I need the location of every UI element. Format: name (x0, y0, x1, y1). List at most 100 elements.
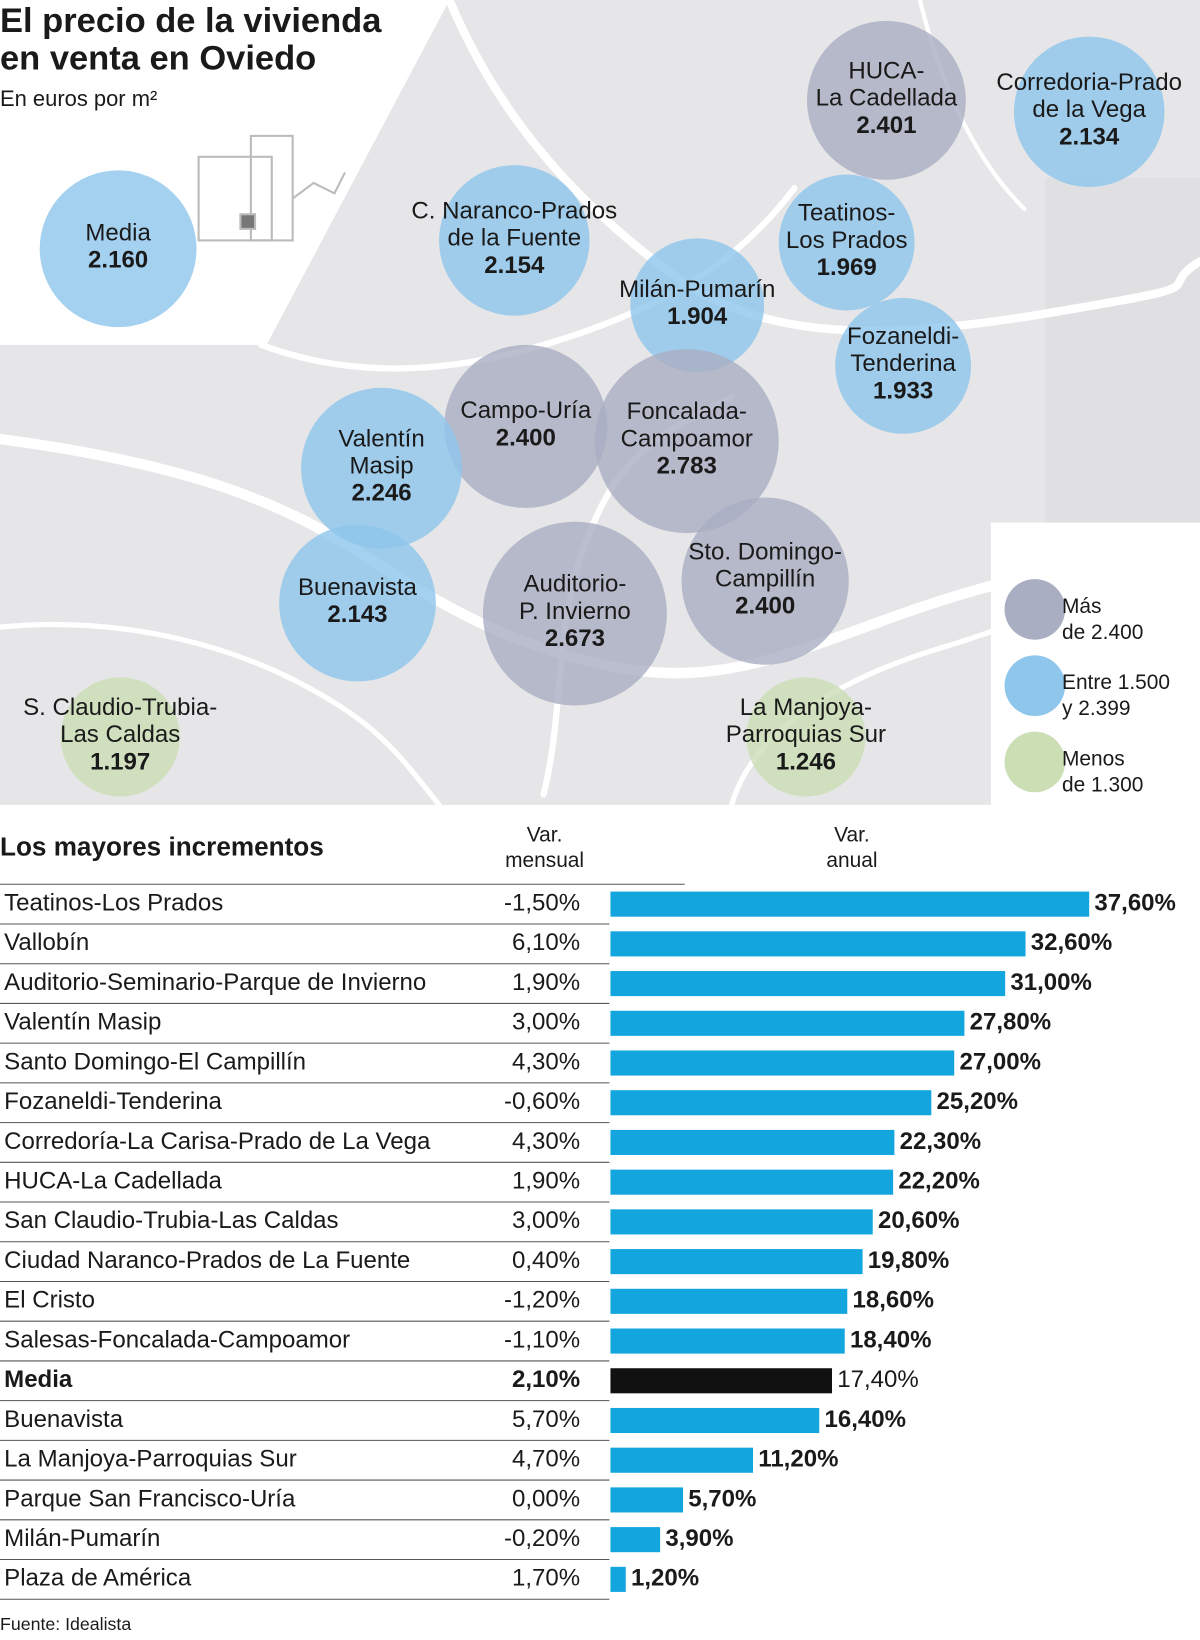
bubble-label: Buenavista (298, 574, 418, 601)
monthly-value: 0,40% (512, 1247, 580, 1274)
bar-value-label: 5,70% (688, 1485, 756, 1512)
bubble-value: 2.673 (545, 625, 605, 652)
bar (610, 1010, 965, 1036)
monthly-value: 5,70% (512, 1406, 580, 1433)
monthly-value: 1,90% (512, 969, 580, 996)
bubble (279, 524, 436, 682)
row-label: Media (4, 1366, 73, 1393)
row-label: HUCA-La Cadellada (4, 1168, 222, 1195)
bar (610, 1368, 833, 1394)
legend-label: de 1.300 (1062, 774, 1143, 797)
bubble-label: Valentín (338, 425, 424, 452)
bubble-label: Teatinos- (798, 200, 896, 227)
bar (610, 1209, 873, 1235)
bubble-label: Auditorio- (523, 571, 626, 598)
legend-label: y 2.399 (1062, 697, 1131, 720)
row-label: Salesas-Foncalada-Campoamor (4, 1326, 350, 1353)
bar (610, 1328, 845, 1354)
bar-value-label: 18,40% (850, 1326, 932, 1353)
bar-value-label: 3,90% (665, 1525, 733, 1552)
bar (610, 1288, 848, 1314)
bar (610, 1129, 895, 1156)
header-illustration (197, 134, 346, 242)
bubble-value: 2.154 (484, 252, 545, 279)
bar (610, 1407, 820, 1434)
bubble (301, 387, 463, 549)
bar-value-label: 31,00% (1010, 969, 1092, 996)
bubble-value: 1.933 (873, 377, 933, 404)
row-label: Plaza de América (4, 1565, 192, 1592)
bar-value-label: 16,40% (824, 1406, 906, 1433)
bar-value-label: 17,40% (837, 1366, 919, 1393)
row-label: Buenavista (4, 1406, 124, 1433)
monthly-value: 0,00% (512, 1485, 580, 1512)
monthly-value: 3,00% (512, 1009, 580, 1036)
row-label: La Manjoya-Parroquias Sur (4, 1446, 297, 1473)
title-line: El precio de la vivienda (0, 2, 382, 40)
bar (610, 1527, 661, 1553)
bubble-value: 1.969 (817, 254, 877, 281)
row-label: Corredoría-La Carisa-Prado de La Vega (4, 1128, 431, 1155)
subtitle: En euros por m² (0, 86, 157, 111)
bubble-label: Parroquias Sur (726, 721, 886, 748)
bar (610, 1249, 863, 1275)
bubble-label: Milán-Pumarín (619, 276, 775, 303)
bubble-label: Sto. Domingo- (688, 538, 842, 565)
legend-label: de 2.400 (1062, 621, 1143, 644)
monthly-value: -1,50% (504, 889, 580, 916)
bar-value-label: 22,30% (900, 1128, 982, 1155)
column-header: Var. (527, 824, 563, 847)
monthly-value: 4,70% (512, 1446, 580, 1473)
bar-value-label: 22,20% (898, 1168, 980, 1195)
bar-value-label: 27,80% (970, 1009, 1052, 1036)
bubble-label: Fozaneldi- (847, 323, 959, 350)
monthly-value: 1,70% (512, 1565, 580, 1592)
bubble-label: Campillín (715, 565, 815, 592)
bubble-value: 2.143 (327, 601, 387, 628)
monthly-value: 1,90% (512, 1168, 580, 1195)
bar-value-label: 37,60% (1094, 889, 1176, 916)
bubble-label: HUCA- (848, 57, 924, 84)
bubble (39, 170, 197, 328)
source: Fuente: Idealista (0, 1614, 131, 1634)
monthly-value: 4,30% (512, 1048, 580, 1075)
monthly-value: 2,10% (512, 1366, 580, 1393)
bar (610, 1090, 932, 1116)
monthly-value: 3,00% (512, 1207, 580, 1234)
bubble-value: 2.246 (351, 480, 411, 507)
bar-value-label: 20,60% (878, 1207, 960, 1234)
bubble-value: 2.400 (496, 424, 556, 451)
bubble-value: 1.246 (776, 748, 836, 775)
bubble-label: La Cadellada (816, 85, 958, 112)
bubble-label: S. Claudio-Trubia- (23, 694, 217, 721)
bubble-label: Campo-Uría (460, 397, 592, 424)
bubble-label: Corredoria-Prado (996, 69, 1182, 96)
monthly-value: -0,20% (504, 1525, 580, 1552)
bubble (439, 165, 590, 316)
bubble-label: Masip (349, 453, 413, 480)
chart-title: Los mayores incrementos (0, 832, 324, 862)
bubble-label: Foncalada- (627, 398, 747, 425)
bar (610, 891, 1090, 917)
row-label: Santo Domingo-El Campillín (4, 1048, 306, 1075)
row-label: Valentín Masip (4, 1009, 161, 1036)
row-label: Fozaneldi-Tenderina (4, 1088, 222, 1115)
bubble (630, 238, 765, 373)
monthly-value: 4,30% (512, 1128, 580, 1155)
row-label: San Claudio-Trubia-Las Caldas (4, 1207, 338, 1234)
bar (610, 931, 1026, 957)
bubble-label: Los Prados (786, 227, 908, 254)
bubble-value: 2.134 (1059, 123, 1120, 150)
bubble-label: Media (85, 219, 151, 246)
bubble-value: 2.400 (735, 593, 795, 620)
bubble (835, 297, 972, 434)
bubble-label: Campoamor (621, 425, 753, 452)
bubble (444, 344, 608, 508)
bubble (746, 677, 866, 797)
row-label: Milán-Pumarín (4, 1525, 160, 1552)
legend-swatch (1004, 655, 1066, 716)
row-label: El Cristo (4, 1287, 95, 1314)
column-header: anual (826, 849, 877, 872)
bubble (681, 497, 849, 665)
bubble-value: 2.401 (856, 112, 916, 139)
